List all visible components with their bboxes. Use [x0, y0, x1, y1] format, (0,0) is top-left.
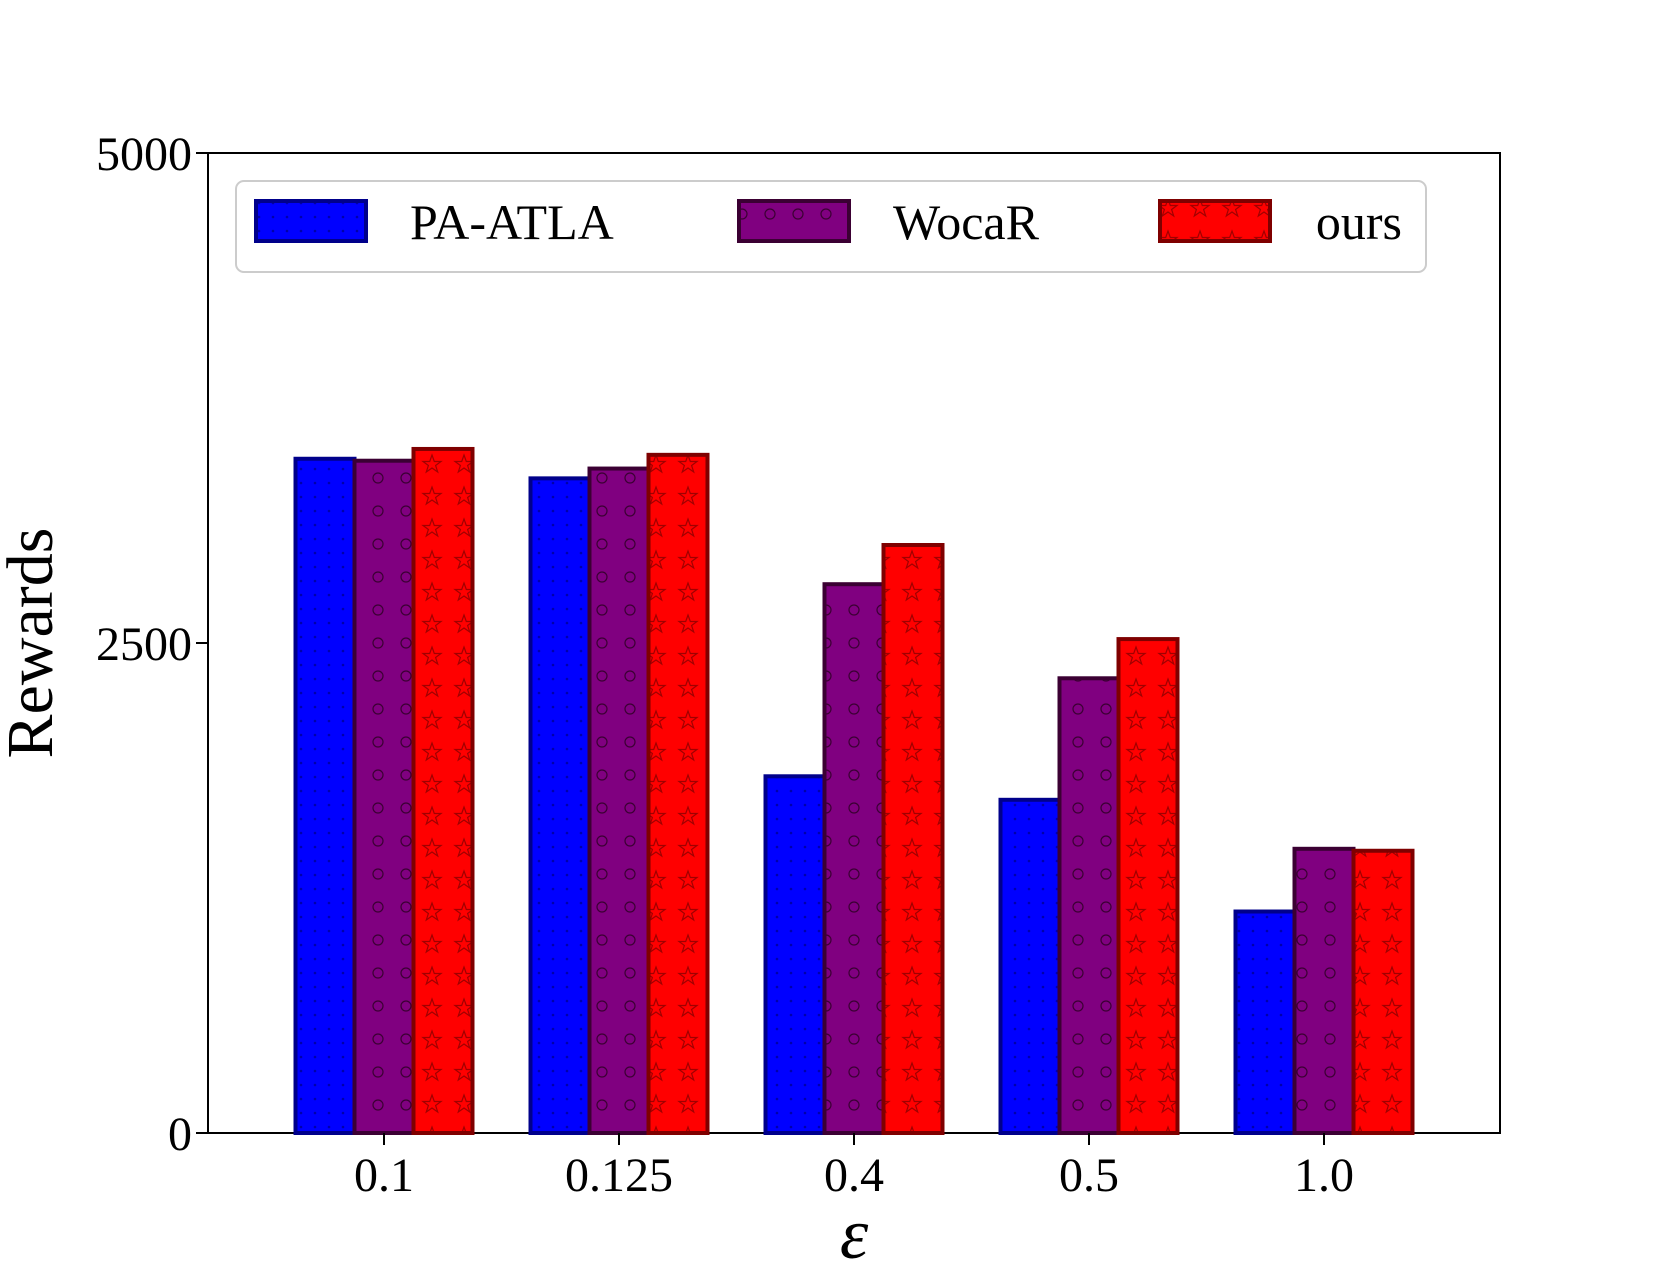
y-axis: 0 2500 5000 — [96, 128, 208, 1161]
bar-pa-atla-0-4 — [763, 774, 827, 1136]
bar-ours-0-5 — [1116, 637, 1180, 1136]
y-tick-label: 0 — [168, 1108, 192, 1161]
legend-label-pa-atla: PA-ATLA — [410, 194, 614, 250]
x-tick-label: 1.0 — [1294, 1149, 1354, 1202]
x-axis: 0.1 0.125 0.4 0.5 1.0 — [354, 1133, 1354, 1202]
y-tick-label: 2500 — [96, 618, 192, 671]
y-axis-label: Rewards — [0, 528, 67, 759]
bar-wocar-0-5 — [1057, 676, 1121, 1136]
legend: PA-ATLA WocaR ours — [235, 180, 1427, 273]
bar-ours-1-0 — [1351, 848, 1415, 1135]
bar-pa-atla-1-0 — [1233, 909, 1297, 1136]
legend-label-wocar: WocaR — [893, 194, 1040, 250]
x-tick-label: 0.5 — [1059, 1149, 1119, 1202]
bar-wocar-0-4 — [822, 582, 886, 1135]
bar-wocar-0-1 — [352, 458, 416, 1136]
bars-layer — [293, 446, 1415, 1136]
legend-swatch-wocar — [737, 199, 851, 243]
bar-wocar-1-0 — [1292, 846, 1356, 1135]
bar-pa-atla-0-1 — [293, 456, 357, 1135]
x-axis-label: ε — [840, 1194, 869, 1270]
bar-wocar-0-125 — [587, 466, 651, 1135]
y-tick-label: 5000 — [96, 128, 192, 181]
legend-swatch-ours — [1158, 199, 1272, 243]
bar-ours-0-4 — [881, 543, 945, 1135]
bar-ours-0-125 — [646, 452, 710, 1135]
x-tick-label: 0.125 — [565, 1149, 673, 1202]
legend-swatch-pa-atla — [254, 199, 368, 243]
bar-ours-0-1 — [411, 446, 475, 1135]
bar-pa-atla-0-5 — [998, 797, 1062, 1135]
x-tick-label: 0.1 — [354, 1149, 414, 1202]
x-tick-label: 0.4 — [824, 1149, 884, 1202]
legend-label-ours: ours — [1316, 194, 1402, 250]
bar-pa-atla-0-125 — [528, 476, 592, 1135]
